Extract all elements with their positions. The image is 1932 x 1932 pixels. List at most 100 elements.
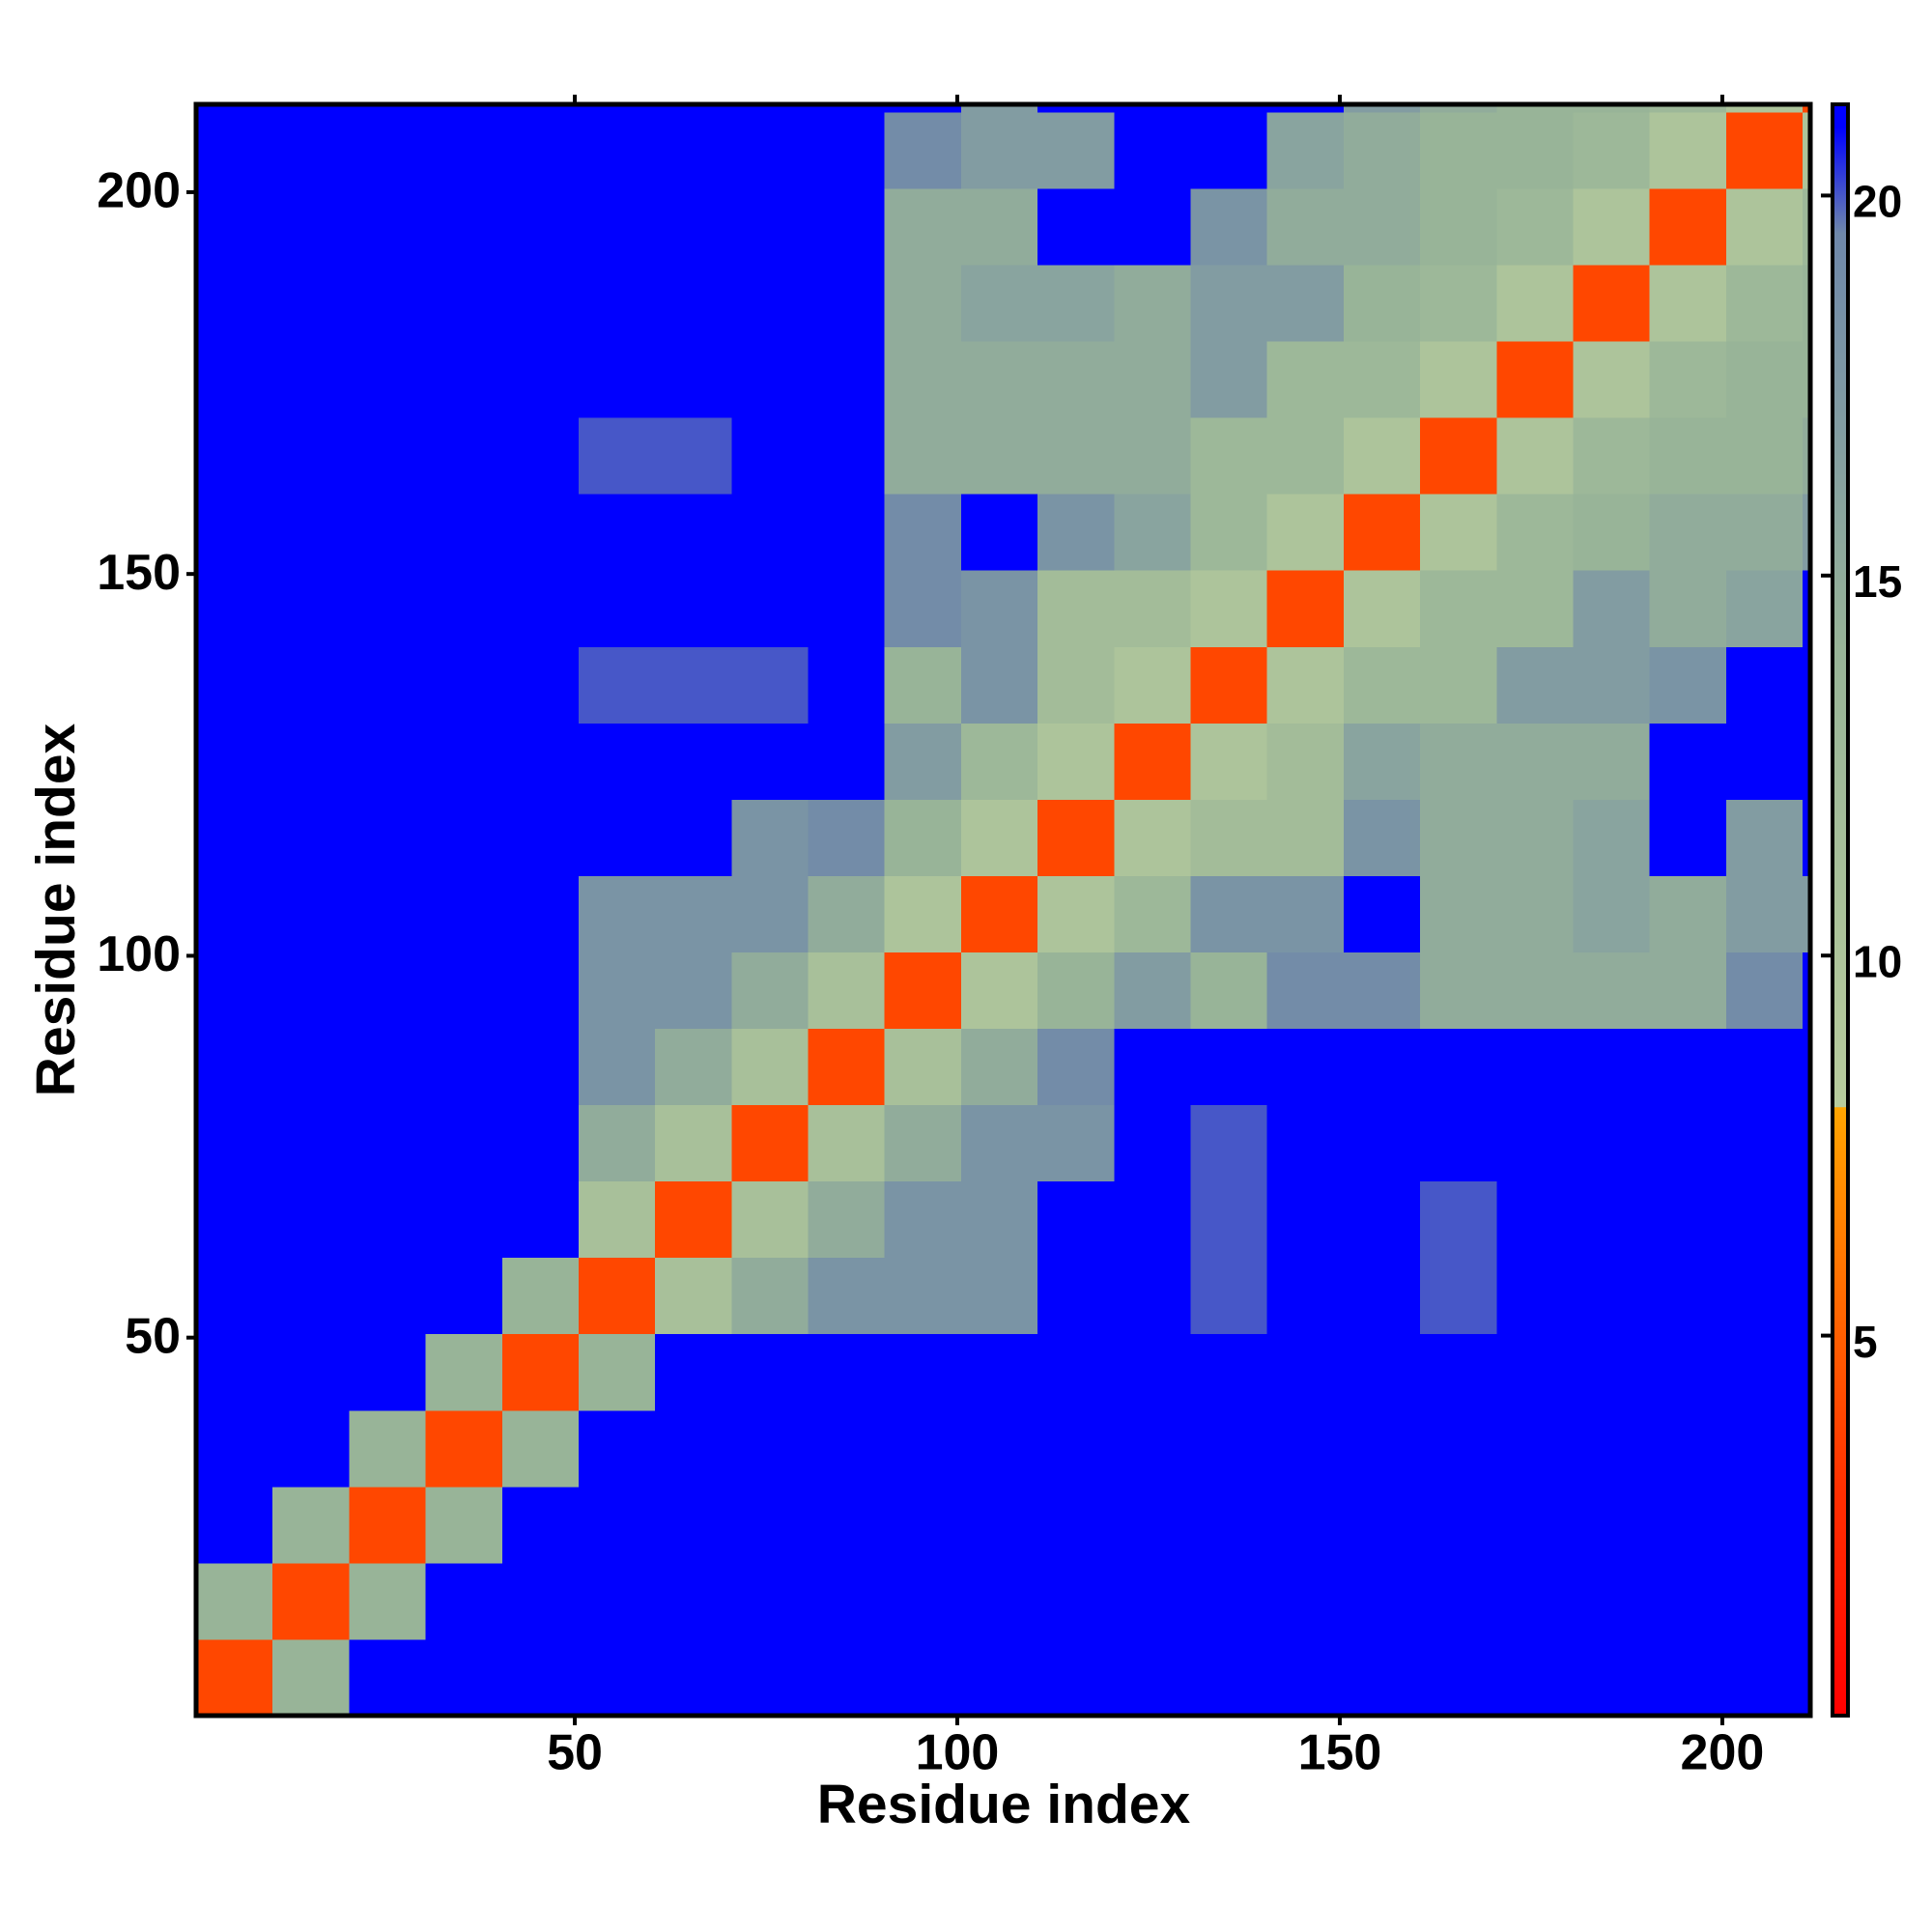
heatmap-cell	[1343, 1028, 1421, 1106]
x-tick-label: 50	[547, 1725, 603, 1781]
heatmap-cell	[960, 723, 1038, 800]
heatmap-cell	[1573, 646, 1651, 724]
heatmap-cell	[425, 1638, 503, 1717]
heatmap-cell	[349, 1104, 427, 1182]
heatmap-cell	[808, 952, 886, 1030]
heatmap-cell	[960, 1562, 1038, 1640]
heatmap-cell	[1803, 104, 1811, 113]
heatmap-cell	[655, 799, 732, 876]
heatmap-cell	[1266, 1562, 1345, 1640]
heatmap-cell	[425, 1486, 503, 1564]
heatmap-cell	[1266, 187, 1345, 266]
heatmap-cell	[1114, 646, 1192, 724]
heatmap-cell	[1037, 570, 1115, 647]
heatmap-cell	[960, 952, 1038, 1030]
heatmap-cell	[196, 646, 273, 724]
heatmap-cell	[1190, 799, 1268, 876]
heatmap-cell	[1114, 1104, 1192, 1182]
heatmap-cell	[501, 1562, 580, 1640]
heatmap-cell	[578, 111, 656, 189]
heatmap-cell	[655, 646, 732, 724]
heatmap-cell	[808, 1486, 886, 1564]
heatmap-cell	[349, 1409, 427, 1488]
heatmap-cell	[272, 104, 350, 113]
heatmap-cell	[1266, 341, 1345, 418]
heatmap-cell	[1037, 799, 1115, 876]
heatmap-cell	[1496, 1257, 1574, 1335]
heatmap-cell	[1496, 646, 1574, 724]
heatmap-cell	[808, 723, 886, 800]
heatmap-cell	[1343, 265, 1421, 342]
heatmap-cell	[1266, 1180, 1345, 1259]
heatmap-cell	[1037, 111, 1115, 189]
heatmap-cell	[960, 1104, 1038, 1182]
heatmap-cell	[1114, 799, 1192, 876]
heatmap-cell	[425, 799, 503, 876]
heatmap-cell	[1190, 1486, 1268, 1564]
heatmap-cell	[196, 1028, 273, 1106]
heatmap-cell	[349, 265, 427, 342]
heatmap-cell	[731, 187, 810, 266]
heatmap-cell	[808, 1180, 886, 1259]
heatmap-cell	[196, 1333, 273, 1411]
heatmap-cell	[1420, 570, 1497, 647]
heatmap-cell	[1725, 265, 1804, 342]
heatmap-cell	[1420, 1486, 1497, 1564]
heatmap-cell	[1037, 1104, 1115, 1182]
heatmap-cell	[1420, 1028, 1497, 1106]
heatmap-cell	[960, 1180, 1038, 1259]
heatmap-cell	[272, 111, 350, 189]
heatmap-cell	[1803, 952, 1811, 1030]
heatmap-cell	[1190, 1180, 1268, 1259]
heatmap-cell	[578, 799, 656, 876]
heatmap-cell	[960, 1638, 1038, 1717]
heatmap-cell	[1114, 875, 1192, 952]
heatmap-cell	[1649, 111, 1727, 189]
heatmap-cell	[1649, 723, 1727, 800]
heatmap-cell	[808, 417, 886, 495]
heatmap-cell	[884, 104, 962, 113]
heatmap-cell	[655, 111, 732, 189]
heatmap-cell	[731, 265, 810, 342]
heatmap-cell	[731, 1486, 810, 1564]
heatmap-cell	[731, 1180, 810, 1259]
heatmap-cell	[655, 723, 732, 800]
heatmap-cell	[1725, 111, 1804, 189]
heatmap-cell	[1420, 265, 1497, 342]
heatmap-cell	[501, 111, 580, 189]
heatmap-cell	[1573, 1486, 1651, 1564]
heatmap-cell	[1649, 1638, 1727, 1717]
heatmap-cell	[196, 1257, 273, 1335]
x-tick-label: 100	[916, 1725, 1000, 1781]
heatmap-cell	[349, 723, 427, 800]
heatmap-cell	[272, 1409, 350, 1488]
heatmap-cell	[425, 1562, 503, 1640]
heatmap-cell	[1037, 1562, 1115, 1640]
heatmap-cell	[884, 1180, 962, 1259]
heatmap-cell	[1114, 1562, 1192, 1640]
heatmap-cell	[1803, 1257, 1811, 1335]
heatmap-cell	[731, 570, 810, 647]
heatmap-cell	[1803, 1180, 1811, 1259]
heatmap-cell	[884, 417, 962, 495]
heatmap-cell	[272, 1333, 350, 1411]
heatmap-cell	[1037, 646, 1115, 724]
heatmap-cell	[731, 799, 810, 876]
heatmap-cell	[884, 952, 962, 1030]
heatmap-cell	[272, 952, 350, 1030]
heatmap-cell	[808, 187, 886, 266]
heatmap-cell	[196, 1562, 273, 1640]
heatmap-cell	[1266, 1104, 1345, 1182]
heatmap-cell	[731, 723, 810, 800]
heatmap-cell	[1190, 723, 1268, 800]
heatmap-cell	[1190, 417, 1268, 495]
heatmap-cell	[196, 1104, 273, 1182]
heatmap-cell	[578, 952, 656, 1030]
heatmap-cell	[1573, 111, 1651, 189]
heatmap-cell	[655, 952, 732, 1030]
heatmap-cell	[1037, 1333, 1115, 1411]
heatmap-cell	[1343, 1180, 1421, 1259]
heatmap-cell	[1190, 111, 1268, 189]
heatmap-cell	[731, 646, 810, 724]
heatmap-cell	[349, 646, 427, 724]
